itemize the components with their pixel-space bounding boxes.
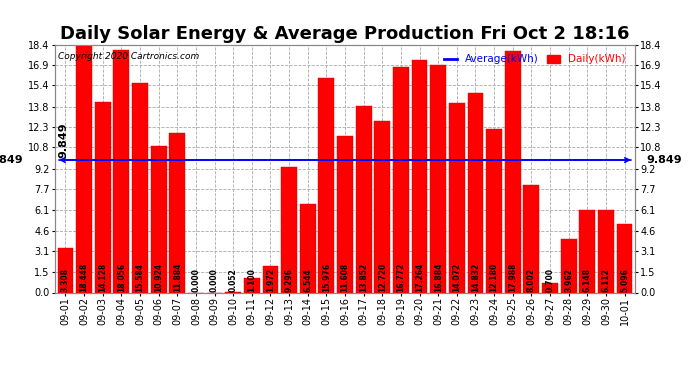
Text: 5.096: 5.096	[620, 268, 629, 292]
Text: 11.608: 11.608	[340, 262, 350, 292]
Text: 12.720: 12.720	[377, 262, 387, 292]
Text: 14.832: 14.832	[471, 262, 480, 292]
Text: 6.112: 6.112	[602, 268, 611, 292]
Bar	[431, 65, 446, 292]
Bar	[580, 210, 595, 292]
Text: 18.056: 18.056	[117, 263, 126, 292]
Text: 6.544: 6.544	[303, 268, 313, 292]
Text: 8.002: 8.002	[527, 268, 536, 292]
Text: 1.100: 1.100	[247, 268, 256, 292]
Bar	[561, 239, 577, 292]
Text: 17.264: 17.264	[415, 262, 424, 292]
Text: 14.128: 14.128	[98, 262, 107, 292]
Bar	[486, 129, 502, 292]
Bar	[449, 103, 465, 292]
Text: 17.988: 17.988	[509, 262, 518, 292]
Text: 6.148: 6.148	[583, 268, 592, 292]
Bar	[524, 185, 540, 292]
Bar	[468, 93, 484, 292]
Text: 0.700: 0.700	[546, 268, 555, 292]
Text: Copyright 2020 Cartronics.com: Copyright 2020 Cartronics.com	[58, 53, 199, 62]
Bar	[319, 78, 334, 292]
Text: 9.849: 9.849	[0, 155, 23, 165]
Text: 0.052: 0.052	[228, 268, 237, 292]
Text: 10.924: 10.924	[154, 263, 163, 292]
Bar	[542, 283, 558, 292]
Bar	[169, 133, 185, 292]
Bar	[375, 122, 390, 292]
Text: 1.972: 1.972	[266, 268, 275, 292]
Text: 14.072: 14.072	[453, 262, 462, 292]
Bar	[76, 44, 92, 292]
Bar	[113, 50, 129, 292]
Text: 0.000: 0.000	[191, 268, 200, 292]
Text: 18.448: 18.448	[79, 262, 88, 292]
Text: 9.849: 9.849	[647, 155, 682, 165]
Bar	[356, 106, 371, 292]
Text: 12.180: 12.180	[490, 262, 499, 292]
Bar	[393, 67, 409, 292]
Bar	[337, 136, 353, 292]
Text: 0.000: 0.000	[210, 268, 219, 292]
Bar	[617, 224, 633, 292]
Bar	[132, 83, 148, 292]
Text: 15.976: 15.976	[322, 263, 331, 292]
Bar	[412, 60, 428, 292]
Title: Daily Solar Energy & Average Production Fri Oct 2 18:16: Daily Solar Energy & Average Production …	[60, 26, 630, 44]
Text: 9.296: 9.296	[284, 268, 293, 292]
Text: 3.962: 3.962	[564, 268, 573, 292]
Text: 3.308: 3.308	[61, 268, 70, 292]
Bar	[57, 248, 73, 292]
Bar	[244, 278, 259, 292]
Text: 11.884: 11.884	[172, 262, 181, 292]
Bar	[95, 102, 110, 292]
Text: 13.852: 13.852	[359, 263, 368, 292]
Bar	[262, 266, 278, 292]
Text: 16.884: 16.884	[434, 262, 443, 292]
Bar	[150, 146, 166, 292]
Legend: Average(kWh), Daily(kWh): Average(kWh), Daily(kWh)	[440, 50, 629, 69]
Bar	[598, 210, 614, 292]
Text: 9.849: 9.849	[58, 122, 68, 158]
Bar	[300, 204, 315, 292]
Bar	[281, 168, 297, 292]
Bar	[505, 51, 521, 292]
Text: 16.772: 16.772	[397, 262, 406, 292]
Text: 15.584: 15.584	[135, 263, 144, 292]
